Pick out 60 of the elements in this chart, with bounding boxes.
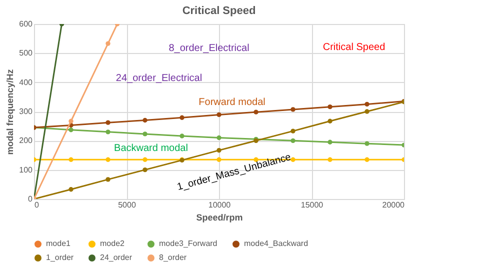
y-axis-title: modal frequency/Hz bbox=[5, 68, 16, 155]
y-tick-label: 200 bbox=[19, 136, 34, 146]
y-tick-label: 300 bbox=[19, 107, 34, 116]
point bbox=[180, 115, 184, 120]
point bbox=[364, 102, 370, 107]
point bbox=[142, 118, 148, 123]
y-tick-label: 500 bbox=[19, 48, 34, 58]
point bbox=[328, 140, 332, 144]
annotation: 8_order_Electrical bbox=[168, 43, 250, 54]
y-tick-label: 400 bbox=[19, 78, 34, 87]
point bbox=[290, 128, 296, 134]
point bbox=[106, 177, 110, 182]
point bbox=[106, 157, 110, 162]
point bbox=[364, 141, 370, 146]
x-axis-title: Speed/rpm bbox=[196, 212, 243, 222]
annotation: 24_order_Electrical bbox=[116, 73, 202, 84]
line-series bbox=[34, 98, 404, 130]
y-tick-label: 100 bbox=[19, 165, 34, 174]
point bbox=[68, 118, 74, 124]
point bbox=[216, 112, 222, 118]
annotation: Backward modal bbox=[114, 143, 188, 154]
legend-label: mode4_Backward bbox=[244, 239, 308, 248]
point bbox=[328, 118, 332, 124]
chart-title: Critical Speed bbox=[182, 5, 256, 17]
point bbox=[68, 187, 74, 192]
legend-label: 8_order bbox=[159, 253, 187, 262]
point bbox=[68, 128, 74, 132]
point bbox=[106, 130, 110, 134]
line-series bbox=[34, 100, 404, 199]
point bbox=[328, 104, 332, 110]
point bbox=[290, 107, 296, 112]
point bbox=[142, 157, 148, 162]
x-tick-label: 5000 bbox=[118, 200, 136, 210]
point bbox=[364, 157, 370, 162]
annotation: Forward modal bbox=[198, 97, 266, 108]
point bbox=[142, 167, 148, 172]
point bbox=[68, 157, 74, 162]
x-tick-label: 0 bbox=[34, 200, 40, 210]
annotation: Critical Speed bbox=[322, 42, 386, 53]
point bbox=[290, 157, 296, 162]
legend-label: mode3_Forward bbox=[159, 239, 218, 248]
point bbox=[290, 138, 296, 144]
point bbox=[254, 110, 258, 114]
x-tick-label: 20000 bbox=[382, 200, 406, 210]
y-tick-label: 600 bbox=[19, 20, 34, 28]
point bbox=[106, 41, 110, 46]
point bbox=[106, 120, 110, 125]
legend-label: mode2 bbox=[100, 239, 126, 248]
point bbox=[328, 157, 332, 162]
point bbox=[216, 135, 222, 140]
point bbox=[180, 134, 184, 138]
point bbox=[364, 109, 370, 114]
point bbox=[216, 148, 222, 153]
legend-label: 24_order bbox=[100, 253, 132, 262]
point bbox=[142, 132, 148, 136]
x-tick-label: 15000 bbox=[300, 200, 324, 210]
legend-label: 1_order bbox=[46, 253, 74, 262]
legend-label: mode1 bbox=[46, 239, 72, 248]
x-tick-label: 10000 bbox=[208, 200, 232, 210]
y-tick-label: 0 bbox=[28, 194, 34, 204]
